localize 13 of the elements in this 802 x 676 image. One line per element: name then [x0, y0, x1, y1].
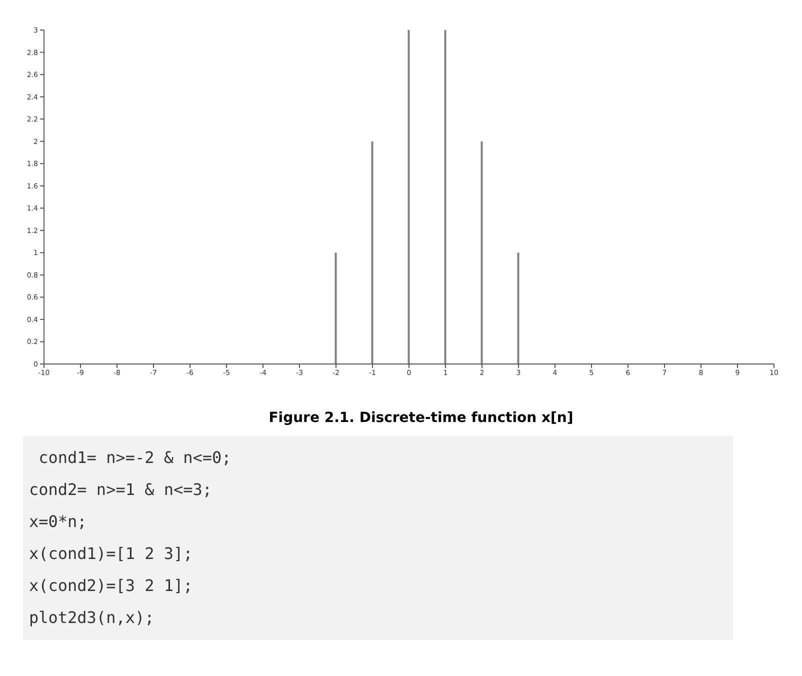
- text: x(cond1)=[1 2 3];: [28, 543, 194, 565]
- bar: [444, 30, 446, 364]
- text: x=0*n;: [28, 511, 88, 533]
- caption: Figure 2.1. Discrete-time function x[n]: [268, 410, 574, 426]
- bar: [480, 141, 483, 364]
- bar: [517, 252, 520, 364]
- text: cond2= n>=1 & n<=3;: [28, 479, 214, 501]
- bar: [371, 141, 374, 364]
- text: cond1= n>=-2 & n<=0;: [38, 447, 232, 469]
- bar: [408, 30, 410, 364]
- bar: [334, 252, 337, 364]
- text: plot2d3(n,x);: [28, 607, 156, 629]
- text: x(cond2)=[3 2 1];: [28, 575, 194, 597]
